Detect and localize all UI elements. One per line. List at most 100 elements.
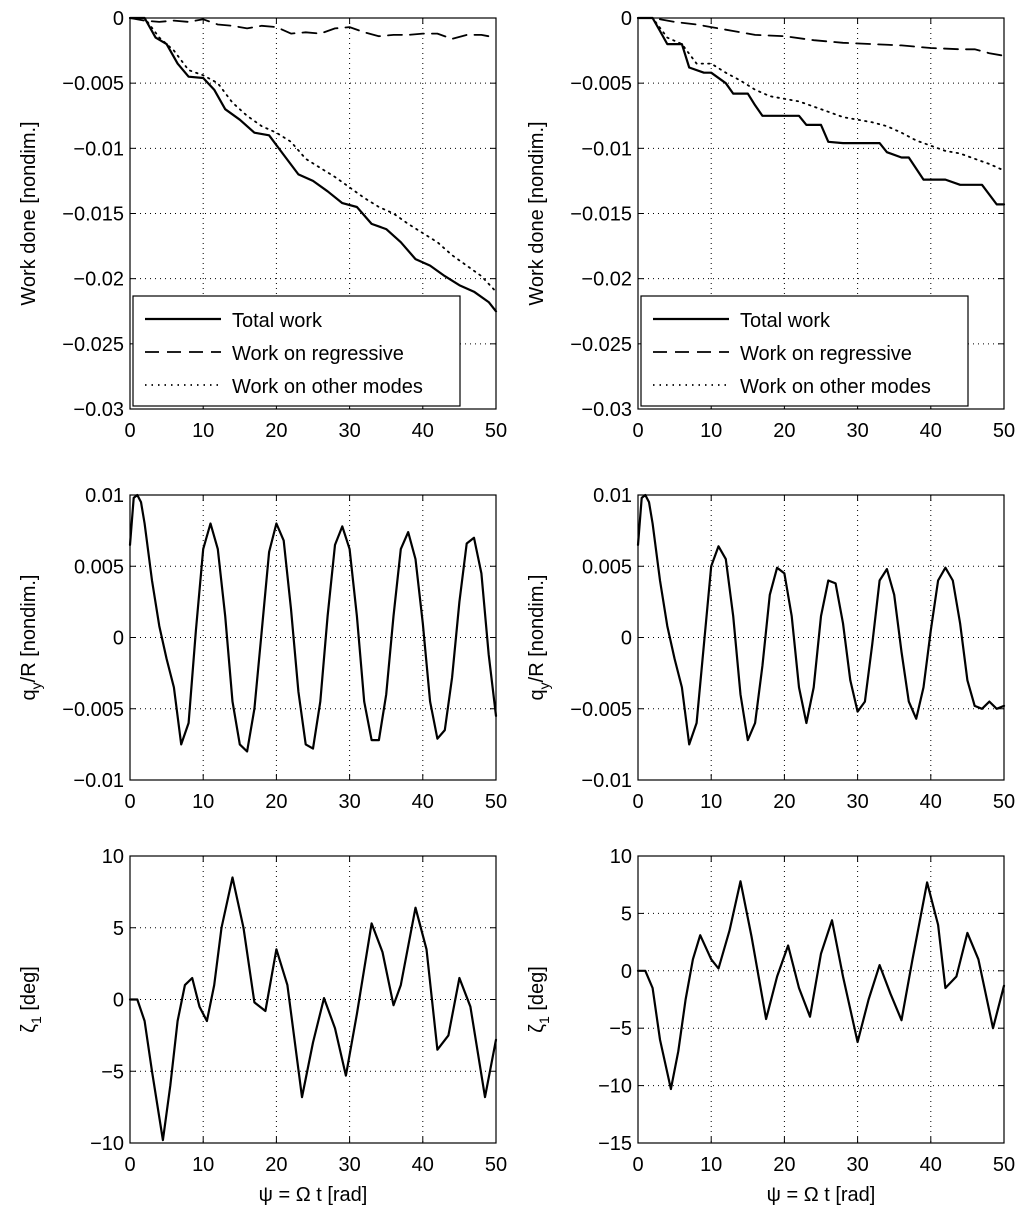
chart-panel-2: 0 10 20 30 40 50 −0.03 −0.025 −0.02 −0.015 −0.01 −0… xyxy=(526,8,1015,442)
y-tick-label: −0.03 xyxy=(581,399,632,421)
y-tick-label: −0.005 xyxy=(62,73,124,95)
x-tick-label: 30 xyxy=(846,791,868,813)
x-axis-label: ψ = Ω t [rad] xyxy=(259,1184,368,1206)
y-tick-label: −0.005 xyxy=(62,699,124,721)
chart-panel-6: 0 10 20 30 40 50 −15 −10 −5 0 5 10 ζ1 [deg] ψ = Ω t [… xyxy=(526,846,1015,1206)
y-axis-label: qy/R [nondim.] xyxy=(526,575,552,701)
y-tick-label: 0 xyxy=(113,628,124,650)
x-tick-label: 10 xyxy=(700,420,722,442)
legend-box xyxy=(640,295,969,407)
x-tick-label: 0 xyxy=(632,791,643,813)
chart-panel-1: 0 10 20 30 40 50 −0.03 −0.025 −0.02 −0.015 −0.01 −0… xyxy=(18,8,507,442)
x-tick-label: 50 xyxy=(993,791,1015,813)
x-tick-label: 40 xyxy=(412,791,434,813)
y-tick-label: 0.01 xyxy=(593,485,632,507)
x-tick-label: 50 xyxy=(485,420,507,442)
y-tick-label: −10 xyxy=(90,1133,124,1155)
y-tick-label: −0.01 xyxy=(73,770,124,792)
chart-panel-5: 0 10 20 30 40 50 −10 −5 0 5 10 ζ1 [deg] ψ = Ω t [rad… xyxy=(18,846,507,1206)
axes-box xyxy=(129,17,497,410)
x-tick-label: 20 xyxy=(773,1154,795,1176)
y-tick-label: −0.01 xyxy=(581,770,632,792)
y-tick-label: 0 xyxy=(621,628,632,650)
x-tick-label: 30 xyxy=(338,420,360,442)
series-line-solid xyxy=(128,493,498,753)
y-axis-label: ζ1 [deg] xyxy=(18,966,44,1033)
legend-label: Work on other modes xyxy=(740,376,931,398)
y-tick-label: −15 xyxy=(598,1133,632,1155)
chart-panel-4: 0 10 20 30 40 50 −0.01 −0.005 0 0.005 0.01 qy/R [no… xyxy=(526,485,1015,813)
x-tick-label: 10 xyxy=(700,791,722,813)
series-line-solid xyxy=(128,16,498,313)
x-tick-label: 20 xyxy=(265,420,287,442)
y-tick-label: −0.01 xyxy=(73,138,124,160)
x-tick-label: 0 xyxy=(632,1154,643,1176)
y-tick-label: 0.005 xyxy=(582,556,632,578)
y-axis-label: ζ1 [deg] xyxy=(526,966,552,1033)
x-tick-label: 20 xyxy=(773,791,795,813)
legend-label: Work on regressive xyxy=(232,343,404,365)
legend-box xyxy=(132,295,461,407)
x-tick-label: 0 xyxy=(124,420,135,442)
y-tick-label: 10 xyxy=(102,846,124,868)
axes-box xyxy=(637,494,1005,781)
x-tick-label: 40 xyxy=(920,791,942,813)
x-tick-label: 30 xyxy=(846,1154,868,1176)
axes-box xyxy=(129,855,497,1144)
y-tick-label: −0.02 xyxy=(73,269,124,291)
y-tick-label: 10 xyxy=(610,846,632,868)
y-tick-label: −10 xyxy=(598,1076,632,1098)
y-tick-label: 0 xyxy=(621,961,632,983)
legend: Total work Work on regressive Work on othe… xyxy=(132,295,461,407)
y-tick-label: −0.005 xyxy=(570,73,632,95)
x-tick-label: 10 xyxy=(192,1154,214,1176)
chart-panel-3: 0 10 20 30 40 50 −0.01 −0.005 0 0.005 0.01 qy/R [no… xyxy=(18,485,507,813)
series-line-dashed xyxy=(637,17,1005,57)
y-tick-label: −5 xyxy=(609,1018,632,1040)
y-tick-label: −0.01 xyxy=(581,138,632,160)
y-tick-label: 5 xyxy=(113,918,124,940)
y-tick-label: −0.015 xyxy=(62,204,124,226)
y-tick-label: −0.025 xyxy=(570,334,632,356)
x-tick-label: 10 xyxy=(192,420,214,442)
legend-label: Work on regressive xyxy=(740,343,912,365)
y-tick-label: −0.025 xyxy=(62,334,124,356)
y-tick-label: −0.015 xyxy=(570,204,632,226)
legend: Total work Work on regressive Work on othe… xyxy=(640,295,969,407)
y-axis-label: qy/R [nondim.] xyxy=(18,575,44,701)
y-tick-label: 0.01 xyxy=(85,485,124,507)
x-axis-label: ψ = Ω t [rad] xyxy=(767,1184,876,1206)
x-tick-label: 0 xyxy=(124,791,135,813)
series-line-dotted xyxy=(637,17,1005,172)
x-tick-label: 40 xyxy=(412,420,434,442)
x-tick-label: 40 xyxy=(412,1154,434,1176)
x-tick-label: 30 xyxy=(846,420,868,442)
y-tick-label: 0 xyxy=(113,990,124,1012)
series-line-solid xyxy=(636,493,1006,746)
series-line-solid xyxy=(636,16,1006,206)
axes-box xyxy=(637,17,1005,410)
x-tick-label: 20 xyxy=(265,1154,287,1176)
axes-box xyxy=(637,855,1005,1144)
y-tick-label: 0 xyxy=(113,8,124,30)
x-tick-label: 40 xyxy=(920,1154,942,1176)
x-tick-label: 10 xyxy=(192,791,214,813)
series-line-dotted xyxy=(129,17,497,293)
axes-box xyxy=(129,494,497,781)
x-tick-label: 50 xyxy=(485,1154,507,1176)
y-tick-label: −0.005 xyxy=(570,699,632,721)
series-line-dashed xyxy=(129,17,497,40)
legend-label: Work on other modes xyxy=(232,376,423,398)
x-tick-label: 20 xyxy=(265,791,287,813)
legend-label: Total work xyxy=(232,310,323,332)
y-tick-label: 0 xyxy=(621,8,632,30)
x-tick-label: 50 xyxy=(485,791,507,813)
x-tick-label: 10 xyxy=(700,1154,722,1176)
legend-label: Total work xyxy=(740,310,831,332)
x-tick-label: 30 xyxy=(338,791,360,813)
y-axis-label: Work done [nondim.] xyxy=(526,121,548,305)
x-tick-label: 50 xyxy=(993,420,1015,442)
x-tick-label: 50 xyxy=(993,1154,1015,1176)
x-tick-label: 30 xyxy=(338,1154,360,1176)
